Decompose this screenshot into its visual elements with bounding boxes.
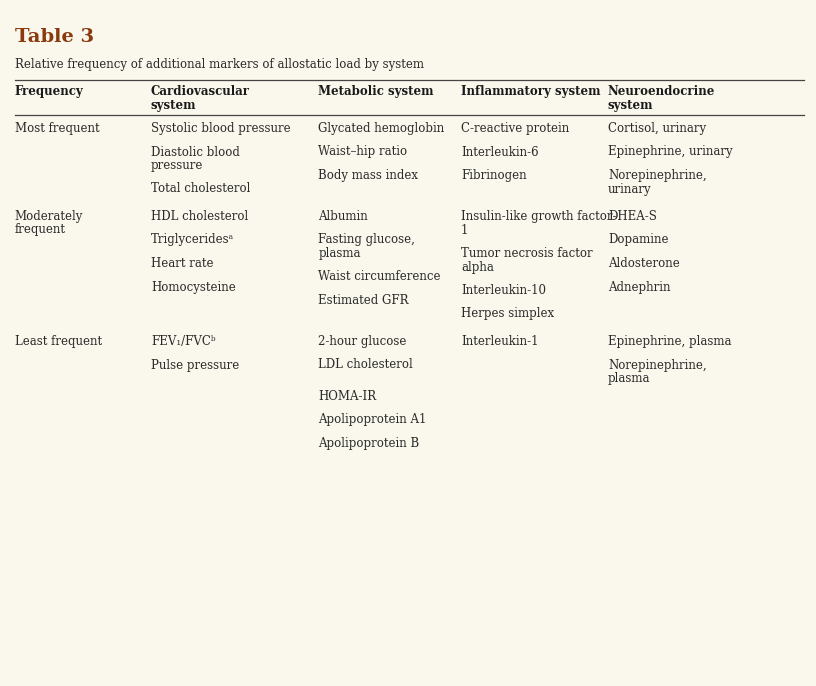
Text: Fibrinogen: Fibrinogen: [461, 169, 526, 182]
Text: Moderately: Moderately: [15, 210, 83, 223]
Text: Epinephrine, urinary: Epinephrine, urinary: [608, 145, 733, 158]
Text: FEV₁/FVCᵇ: FEV₁/FVCᵇ: [151, 335, 215, 348]
Text: Table 3: Table 3: [15, 28, 94, 46]
Text: Norepinephrine,: Norepinephrine,: [608, 359, 707, 372]
Text: Glycated hemoglobin: Glycated hemoglobin: [318, 122, 445, 135]
Text: C-reactive protein: C-reactive protein: [461, 122, 570, 135]
Text: DHEA-S: DHEA-S: [608, 210, 657, 223]
Text: Total cholesterol: Total cholesterol: [151, 182, 251, 196]
Text: Relative frequency of additional markers of allostatic load by system: Relative frequency of additional markers…: [15, 58, 424, 71]
Text: Inflammatory system: Inflammatory system: [461, 85, 601, 98]
Text: Metabolic system: Metabolic system: [318, 85, 434, 98]
Text: Apolipoprotein A1: Apolipoprotein A1: [318, 414, 427, 427]
Text: LDL cholesterol: LDL cholesterol: [318, 359, 413, 372]
Text: Insulin-like growth factor-: Insulin-like growth factor-: [461, 210, 617, 223]
Text: Herpes simplex: Herpes simplex: [461, 307, 554, 320]
Text: HOMA-IR: HOMA-IR: [318, 390, 376, 403]
Text: urinary: urinary: [608, 182, 651, 196]
Text: Systolic blood pressure: Systolic blood pressure: [151, 122, 290, 135]
Text: Dopamine: Dopamine: [608, 233, 668, 246]
Text: Frequency: Frequency: [15, 85, 83, 98]
Text: Aldosterone: Aldosterone: [608, 257, 680, 270]
Text: Waist circumference: Waist circumference: [318, 270, 441, 283]
Text: system: system: [151, 99, 197, 112]
Text: Neuroendocrine: Neuroendocrine: [608, 85, 716, 98]
Text: system: system: [608, 99, 654, 112]
Text: plasma: plasma: [318, 247, 361, 260]
Text: Tumor necrosis factor: Tumor necrosis factor: [461, 247, 592, 260]
Text: plasma: plasma: [608, 372, 650, 385]
Text: alpha: alpha: [461, 261, 494, 274]
Text: Triglyceridesᵃ: Triglyceridesᵃ: [151, 233, 234, 246]
Text: Norepinephrine,: Norepinephrine,: [608, 169, 707, 182]
Text: Interleukin-10: Interleukin-10: [461, 284, 546, 297]
Text: Waist–hip ratio: Waist–hip ratio: [318, 145, 407, 158]
Text: 2-hour glucose: 2-hour glucose: [318, 335, 406, 348]
Text: Most frequent: Most frequent: [15, 122, 100, 135]
Text: 1: 1: [461, 224, 468, 237]
Text: Pulse pressure: Pulse pressure: [151, 359, 239, 372]
Text: Homocysteine: Homocysteine: [151, 281, 236, 294]
Text: Fasting glucose,: Fasting glucose,: [318, 233, 415, 246]
Text: HDL cholesterol: HDL cholesterol: [151, 210, 248, 223]
Text: Adnephrin: Adnephrin: [608, 281, 671, 294]
Text: Cortisol, urinary: Cortisol, urinary: [608, 122, 706, 135]
Text: pressure: pressure: [151, 159, 203, 172]
Text: frequent: frequent: [15, 224, 65, 237]
Text: Diastolic blood: Diastolic blood: [151, 145, 240, 158]
Text: Estimated GFR: Estimated GFR: [318, 294, 409, 307]
Text: Interleukin-6: Interleukin-6: [461, 145, 539, 158]
Text: Apolipoprotein B: Apolipoprotein B: [318, 437, 419, 450]
Text: Body mass index: Body mass index: [318, 169, 419, 182]
Text: Least frequent: Least frequent: [15, 335, 102, 348]
Text: Heart rate: Heart rate: [151, 257, 214, 270]
Text: Albumin: Albumin: [318, 210, 368, 223]
Text: Cardiovascular: Cardiovascular: [151, 85, 250, 98]
Text: Epinephrine, plasma: Epinephrine, plasma: [608, 335, 731, 348]
Text: Interleukin-1: Interleukin-1: [461, 335, 539, 348]
